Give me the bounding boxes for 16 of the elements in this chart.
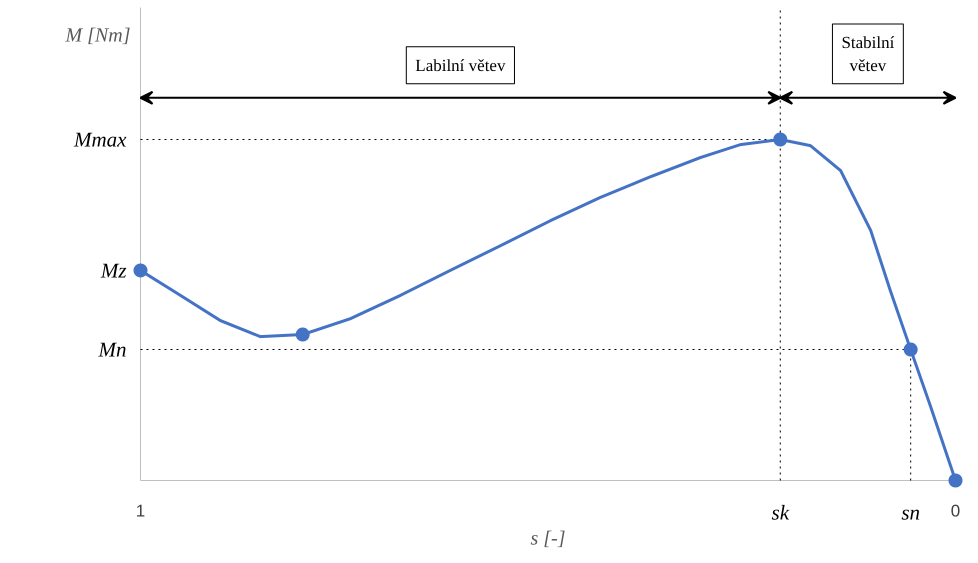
x-tick-label: 0 (950, 502, 960, 520)
x-axis-title: s [-] (530, 528, 566, 550)
ref-line-label: sn (901, 500, 920, 524)
text: Labilní větev (415, 56, 506, 75)
annotation: Mz (100, 258, 127, 282)
point (296, 328, 310, 342)
x-tick-label: 1 (136, 502, 146, 520)
point (134, 263, 148, 278)
ref-line-label: sk (772, 500, 790, 524)
y-axis-title: M [Nm] (64, 24, 131, 46)
ref-line-label: Mn (98, 338, 127, 362)
ref-line-label: Mmax (73, 128, 128, 152)
point (773, 132, 788, 146)
text: Stabilní větev (841, 33, 895, 75)
point (904, 342, 918, 357)
point (948, 474, 962, 488)
